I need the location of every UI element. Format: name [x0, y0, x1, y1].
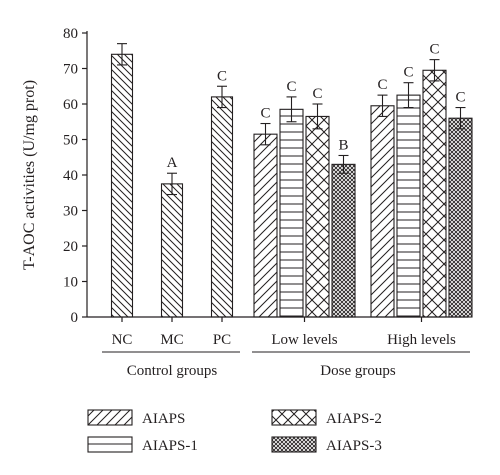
group-label-dose: Dose groups	[320, 363, 396, 379]
bar-aiaps-1-high	[396, 94, 421, 318]
x-axis: NC MC PC Control groups Low levels High level…	[87, 316, 470, 379]
significance-letter: C	[403, 65, 413, 81]
y-tick-label: 30	[63, 204, 78, 220]
bar-aiaps-low	[253, 133, 278, 318]
x-tick-label: Low levels	[271, 332, 337, 348]
bar-aiaps-high	[370, 105, 395, 318]
bar-aiaps-3-low	[331, 163, 356, 318]
y-axis-title: T-AOC activities (U/mg prot)	[21, 80, 38, 270]
significance-letter: C	[217, 68, 227, 84]
bar-pc	[210, 96, 234, 318]
significance-letter: C	[377, 77, 387, 93]
y-tick-label: 40	[63, 168, 78, 184]
legend: AIAPS AIAPS-1 AIAPS-2 AIAPS-3	[87, 409, 382, 454]
bar-mc	[160, 183, 184, 318]
y-tick-label: 10	[63, 275, 78, 291]
legend-label: AIAPS-1	[142, 438, 198, 454]
significance-letter: A	[167, 155, 178, 171]
legend-swatch	[271, 436, 317, 453]
legend-label: AIAPS-2	[326, 411, 382, 427]
bar-aiaps-2-high	[422, 69, 447, 318]
y-tick-label: 70	[63, 62, 78, 78]
x-tick-label: PC	[213, 332, 231, 348]
y-tick-label: 20	[63, 239, 78, 255]
significance-letter: C	[429, 42, 439, 58]
significance-letter: C	[312, 86, 322, 102]
legend-swatch	[271, 409, 317, 426]
significance-letter: C	[286, 79, 296, 95]
bar-nc	[110, 53, 134, 318]
bar-aiaps-1-low	[279, 108, 304, 318]
legend-label: AIAPS	[142, 411, 185, 427]
group-label-control: Control groups	[127, 363, 218, 379]
legend-label: AIAPS-3	[326, 438, 382, 454]
bar-aiaps-3-high	[448, 117, 473, 318]
error-bars	[117, 43, 466, 196]
y-tick-label: 60	[63, 97, 78, 113]
legend-swatch	[87, 436, 133, 453]
y-tick-label: 80	[63, 26, 78, 42]
legend-swatch	[87, 409, 133, 426]
x-tick-label: High levels	[387, 332, 456, 348]
significance-letter: B	[338, 137, 348, 153]
y-axis: 0 10 20 30 40 50 60 70 80 T-AOC activities (U/mg …	[21, 26, 88, 326]
y-tick-label: 50	[63, 133, 78, 149]
x-tick-label: NC	[112, 332, 133, 348]
significance-letter: C	[455, 90, 465, 106]
y-tick-label: 0	[71, 310, 79, 326]
significance-letter: C	[260, 106, 270, 122]
x-tick-label: MC	[160, 332, 183, 348]
bar-aiaps-2-low	[305, 115, 330, 318]
